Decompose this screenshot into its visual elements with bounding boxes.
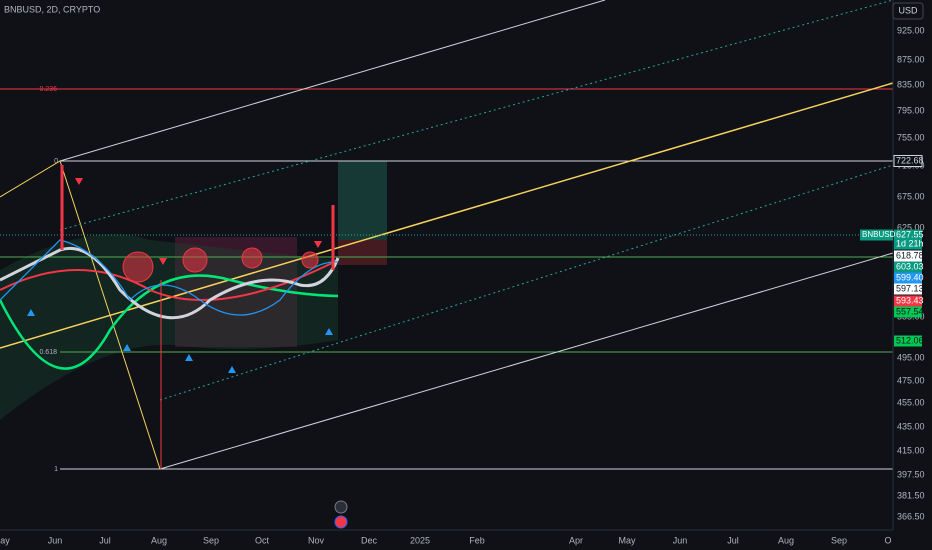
price-tag bbox=[894, 261, 922, 273]
time-label: May bbox=[618, 535, 636, 545]
time-label: Aug bbox=[151, 535, 167, 545]
price-label: 366.50 bbox=[897, 511, 925, 521]
event-icon bbox=[334, 500, 348, 514]
price-tag-text: 599.40 bbox=[896, 272, 924, 282]
time-label: Feb bbox=[469, 535, 485, 545]
fib-label: 0 bbox=[54, 158, 58, 165]
ma-blue bbox=[0, 239, 339, 316]
time-label: Sep bbox=[203, 535, 219, 545]
time-label: Aug bbox=[778, 535, 794, 545]
price-tag bbox=[894, 238, 922, 250]
price-tag-text: 597.13 bbox=[896, 283, 924, 293]
price-label: 625.00 bbox=[897, 222, 925, 232]
price-label: 755.00 bbox=[897, 132, 925, 142]
price-tag bbox=[894, 250, 922, 262]
price-label: 435.00 bbox=[897, 421, 925, 431]
drawings bbox=[0, 0, 894, 529]
price-tag bbox=[894, 272, 922, 284]
channel-dotted bbox=[59, 0, 894, 231]
price-tag-text: 593.43 bbox=[896, 295, 924, 305]
price-tag-text: 722.68 bbox=[896, 155, 924, 165]
price-label: 397.50 bbox=[897, 469, 925, 479]
time-label: Apr bbox=[569, 535, 583, 545]
event-icon bbox=[334, 515, 348, 529]
price-tag bbox=[894, 306, 922, 318]
price-tag-text: 627.55 bbox=[896, 229, 924, 239]
time-label: Dec bbox=[361, 535, 378, 545]
marker bbox=[122, 251, 154, 283]
currency-button[interactable] bbox=[892, 2, 924, 20]
loss-zone bbox=[338, 240, 387, 265]
price-tag-text: 512.06 bbox=[896, 335, 924, 345]
price-label: 795.00 bbox=[897, 105, 925, 115]
marker bbox=[301, 251, 319, 269]
fib-label: 0.618 bbox=[39, 349, 57, 356]
time-label: Oct bbox=[255, 535, 270, 545]
price-tag-text: 1d 21h bbox=[896, 238, 924, 248]
fib-label: 1 bbox=[54, 466, 58, 473]
time-label: Jul bbox=[727, 535, 739, 545]
price-tag bbox=[894, 295, 922, 307]
profit-zone bbox=[338, 161, 387, 240]
time-label: Jun bbox=[673, 535, 688, 545]
currency[interactable]: USD bbox=[898, 5, 918, 15]
marker bbox=[241, 247, 263, 269]
time-label: O bbox=[884, 535, 891, 545]
ma-green bbox=[0, 274, 339, 370]
price-label: 875.00 bbox=[897, 54, 925, 64]
trend-yellow bbox=[0, 82, 894, 349]
ma-white bbox=[0, 246, 340, 320]
marker bbox=[182, 247, 208, 273]
time-label: Jun bbox=[48, 535, 63, 545]
price-tag bbox=[894, 335, 922, 347]
price-label: 415.00 bbox=[897, 445, 925, 455]
price-label: 835.00 bbox=[897, 79, 925, 89]
price-label: 381.50 bbox=[897, 490, 925, 500]
price-tag bbox=[894, 229, 922, 241]
time-label: Sep bbox=[831, 535, 847, 545]
symbol-tag bbox=[860, 229, 893, 241]
symbol-title: BNBUSD, 2D, CRYPTO bbox=[4, 4, 100, 14]
price-label: 925.00 bbox=[897, 25, 925, 35]
price-tag-text: 557.54 bbox=[896, 306, 924, 316]
channel-bottom bbox=[159, 252, 894, 470]
symbol-tag-text: BNBUSD bbox=[862, 230, 896, 239]
price-label: 495.00 bbox=[897, 352, 925, 362]
price-tag-text: 603.03 bbox=[896, 261, 924, 271]
time-label: Nov bbox=[308, 535, 325, 545]
price-tag bbox=[894, 283, 922, 295]
price-label: 675.00 bbox=[897, 191, 925, 201]
price-tag bbox=[893, 155, 923, 167]
price-label: 455.00 bbox=[897, 397, 925, 407]
channel-dotted bbox=[159, 164, 894, 401]
ma-red bbox=[0, 259, 339, 301]
price-tag-text: 618.78 bbox=[896, 250, 924, 260]
price-label: 475.00 bbox=[897, 375, 925, 385]
time-label: ay bbox=[0, 535, 10, 545]
channel-top bbox=[59, 0, 606, 162]
time-label: Jul bbox=[99, 535, 111, 545]
fib-label: -0.236 bbox=[37, 86, 57, 93]
time-label: 2025 bbox=[410, 535, 430, 545]
